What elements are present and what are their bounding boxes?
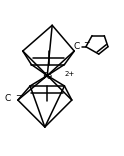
Text: C: C <box>74 42 80 51</box>
Text: −: − <box>15 91 21 100</box>
Text: −: − <box>83 39 90 48</box>
Text: 2+: 2+ <box>64 71 75 77</box>
Text: Fe: Fe <box>42 72 52 81</box>
Text: C: C <box>5 94 11 103</box>
